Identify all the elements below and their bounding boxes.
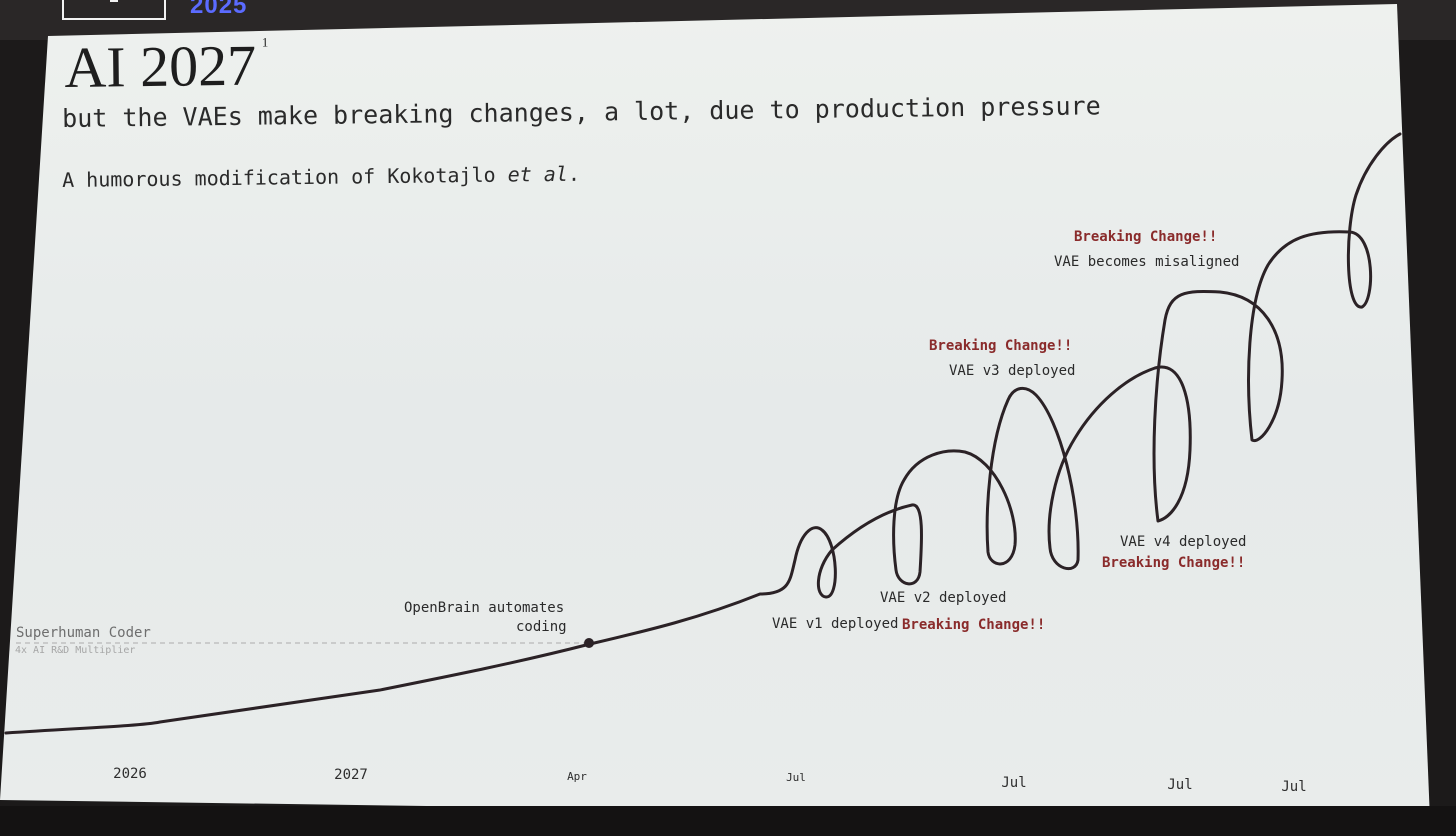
milestone-label-line2: coding xyxy=(516,619,567,635)
vae-v2-label: VAE v2 deployed xyxy=(880,590,1007,606)
byline-italic: et al xyxy=(507,161,569,187)
x-tick-apr: Apr xyxy=(567,770,587,783)
superhuman-coder-label: Superhuman Coder xyxy=(16,625,151,641)
x-tick-jul-1: Jul xyxy=(786,771,806,784)
x-tick-jul-4: Jul xyxy=(1281,779,1307,795)
room-background-bottom xyxy=(0,806,1456,836)
x-tick-2026: 2026 xyxy=(113,766,147,782)
byline-suffix: . xyxy=(567,161,581,186)
slide-title: AI 2027 1 xyxy=(64,32,269,101)
vae-v4-label: VAE v4 deployed xyxy=(1120,534,1247,550)
rd-multiplier-label: 4x AI R&D Multiplier xyxy=(15,645,136,656)
x-tick-2027: 2027 xyxy=(334,767,368,783)
progress-curve xyxy=(4,132,1402,735)
v3-breaking-change-label: Breaking Change!! xyxy=(929,338,1073,354)
v4-breaking-change-label: Breaking Change!! xyxy=(1102,555,1246,571)
milestone-label-line1: OpenBrain automates xyxy=(404,600,565,616)
vae-v1-label: VAE v1 deployed xyxy=(772,616,899,632)
x-tick-jul-3: Jul xyxy=(1167,777,1193,793)
v1-breaking-change-label: Breaking Change!! xyxy=(902,617,1046,633)
footnote-marker: 1 xyxy=(261,34,269,50)
vae-v3-label: VAE v3 deployed xyxy=(949,363,1076,379)
slide-title-text: AI 2027 xyxy=(64,32,257,100)
vae-misaligned-label: VAE becomes misaligned xyxy=(1054,254,1240,270)
x-tick-jul-2: Jul xyxy=(1001,775,1027,791)
conference-year: 2025 xyxy=(190,0,248,19)
slide-surface xyxy=(0,4,1430,820)
conference-logo xyxy=(62,0,166,20)
milestone-dot xyxy=(584,638,594,648)
misaligned-breaking-change-label: Breaking Change!! xyxy=(1074,229,1218,245)
